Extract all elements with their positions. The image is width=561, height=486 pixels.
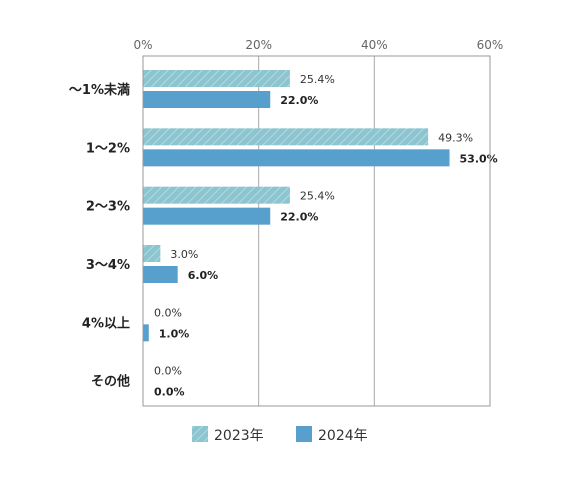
category-label: 2～3% xyxy=(86,200,130,215)
category-label: ～1%未満 xyxy=(69,82,130,98)
data-label: 53.0% xyxy=(460,152,498,165)
data-label: 22.0% xyxy=(280,211,318,224)
bar-series-1 xyxy=(143,186,290,204)
bar-series-2 xyxy=(143,266,178,283)
x-axis-ticks: 0% 20% 40% 60% xyxy=(133,38,503,52)
data-label: 22.0% xyxy=(280,94,318,107)
bars xyxy=(143,70,450,342)
data-label: 6.0% xyxy=(188,269,219,282)
category-label: 3～4% xyxy=(86,258,130,273)
x-tick-label: 40% xyxy=(361,38,388,52)
x-tick-label: 60% xyxy=(477,38,504,52)
legend: 2023年 2024年 xyxy=(192,426,368,444)
data-label: 1.0% xyxy=(159,327,190,340)
bar-series-1 xyxy=(143,245,161,262)
bar-series-2 xyxy=(143,91,271,108)
bar-series-2 xyxy=(143,149,450,167)
data-label: 3.0% xyxy=(170,248,198,261)
data-labels: 25.4% 22.0% 49.3% 53.0% 25.4% 22.0% 3.0% 6.0% 0.… xyxy=(154,73,498,399)
bar-series-1 xyxy=(143,128,429,146)
data-label: 0.0% xyxy=(154,386,185,399)
category-label: 1～2% xyxy=(86,141,130,156)
gridlines xyxy=(258,56,375,406)
legend-label: 2023年 xyxy=(214,428,264,444)
bar-series-2 xyxy=(143,207,271,225)
data-label: 25.4% xyxy=(300,190,335,203)
x-tick-label: 0% xyxy=(133,38,152,52)
data-label: 0.0% xyxy=(154,306,182,319)
plot-frame xyxy=(142,55,491,407)
legend-swatch xyxy=(296,426,312,442)
category-label: その他 xyxy=(91,374,130,390)
legend-label: 2024年 xyxy=(318,428,368,444)
bar-series-1 xyxy=(143,70,290,87)
bar-series-2 xyxy=(143,324,149,342)
data-label: 49.3% xyxy=(438,131,473,144)
category-label: 4%以上 xyxy=(82,316,130,331)
legend-swatch xyxy=(192,426,208,442)
data-label: 0.0% xyxy=(154,365,182,378)
x-tick-label: 20% xyxy=(245,38,272,52)
data-label: 25.4% xyxy=(300,73,335,86)
